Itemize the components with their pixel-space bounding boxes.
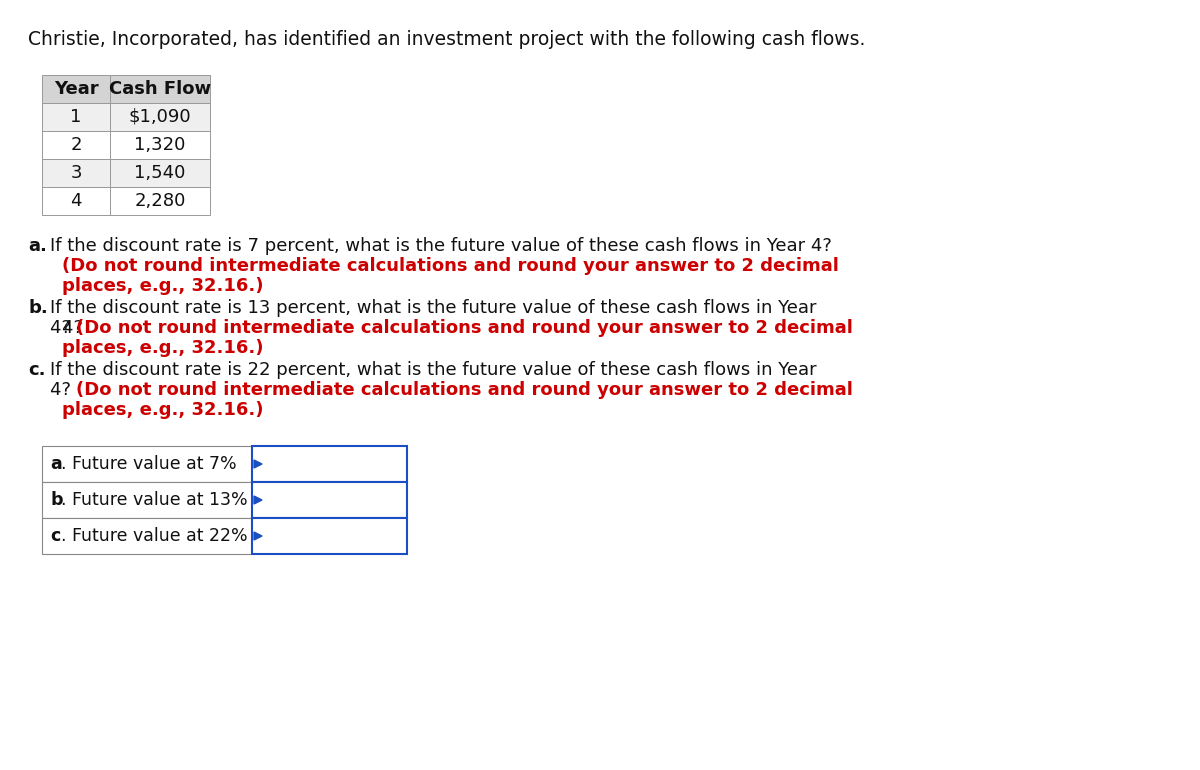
Text: 4?: 4?: [62, 319, 89, 337]
Text: (Do not round intermediate calculations and round your answer to 2 decimal: (Do not round intermediate calculations …: [76, 319, 853, 337]
Text: 4: 4: [71, 192, 82, 210]
Polygon shape: [254, 460, 262, 468]
Text: . Future value at 13%: . Future value at 13%: [61, 491, 247, 509]
Bar: [42, 518, 252, 554]
Text: 1: 1: [71, 108, 82, 126]
Text: a: a: [50, 455, 61, 473]
Text: If the discount rate is 7 percent, what is the future value of these cash flows : If the discount rate is 7 percent, what …: [50, 237, 832, 255]
Bar: [42, 103, 110, 131]
Text: . Future value at 22%: . Future value at 22%: [61, 527, 247, 545]
Text: Christie, Incorporated, has identified an investment project with the following : Christie, Incorporated, has identified a…: [28, 30, 865, 49]
Bar: [42, 446, 252, 482]
Bar: [110, 131, 210, 159]
Text: Year: Year: [54, 80, 98, 98]
Bar: [110, 159, 210, 187]
Polygon shape: [254, 496, 262, 504]
Text: (Do not round intermediate calculations and round your answer to 2 decimal: (Do not round intermediate calculations …: [62, 257, 839, 275]
Bar: [42, 131, 110, 159]
Text: places, e.g., 32.16.): places, e.g., 32.16.): [62, 339, 264, 357]
Bar: [110, 103, 210, 131]
Bar: [252, 518, 407, 554]
Text: places, e.g., 32.16.): places, e.g., 32.16.): [62, 277, 264, 295]
Text: 4?: 4?: [50, 319, 77, 337]
Text: a.: a.: [28, 237, 47, 255]
Bar: [252, 446, 407, 482]
Bar: [252, 482, 407, 518]
Bar: [42, 187, 110, 215]
Text: . Future value at 7%: . Future value at 7%: [61, 455, 236, 473]
Text: (Do not round intermediate calculations and round your answer to 2 decimal: (Do not round intermediate calculations …: [76, 381, 853, 399]
Text: c.: c.: [28, 361, 46, 379]
Bar: [110, 187, 210, 215]
Text: $1,090: $1,090: [128, 108, 191, 126]
Text: If the discount rate is 13 percent, what is the future value of these cash flows: If the discount rate is 13 percent, what…: [50, 299, 816, 317]
Text: 1,540: 1,540: [134, 164, 186, 182]
Bar: [42, 482, 252, 518]
Text: b.: b.: [28, 299, 48, 317]
Text: 3: 3: [71, 164, 82, 182]
Text: places, e.g., 32.16.): places, e.g., 32.16.): [62, 401, 264, 419]
Polygon shape: [254, 532, 262, 540]
Text: c: c: [50, 527, 60, 545]
Text: 2: 2: [71, 136, 82, 154]
Bar: [110, 75, 210, 103]
Text: 4?: 4?: [50, 381, 77, 399]
Bar: [42, 159, 110, 187]
Bar: [42, 75, 110, 103]
Text: 1,320: 1,320: [134, 136, 186, 154]
Text: If the discount rate is 22 percent, what is the future value of these cash flows: If the discount rate is 22 percent, what…: [50, 361, 817, 379]
Text: Cash Flow: Cash Flow: [109, 80, 211, 98]
Text: 2,280: 2,280: [134, 192, 186, 210]
Text: b: b: [50, 491, 62, 509]
